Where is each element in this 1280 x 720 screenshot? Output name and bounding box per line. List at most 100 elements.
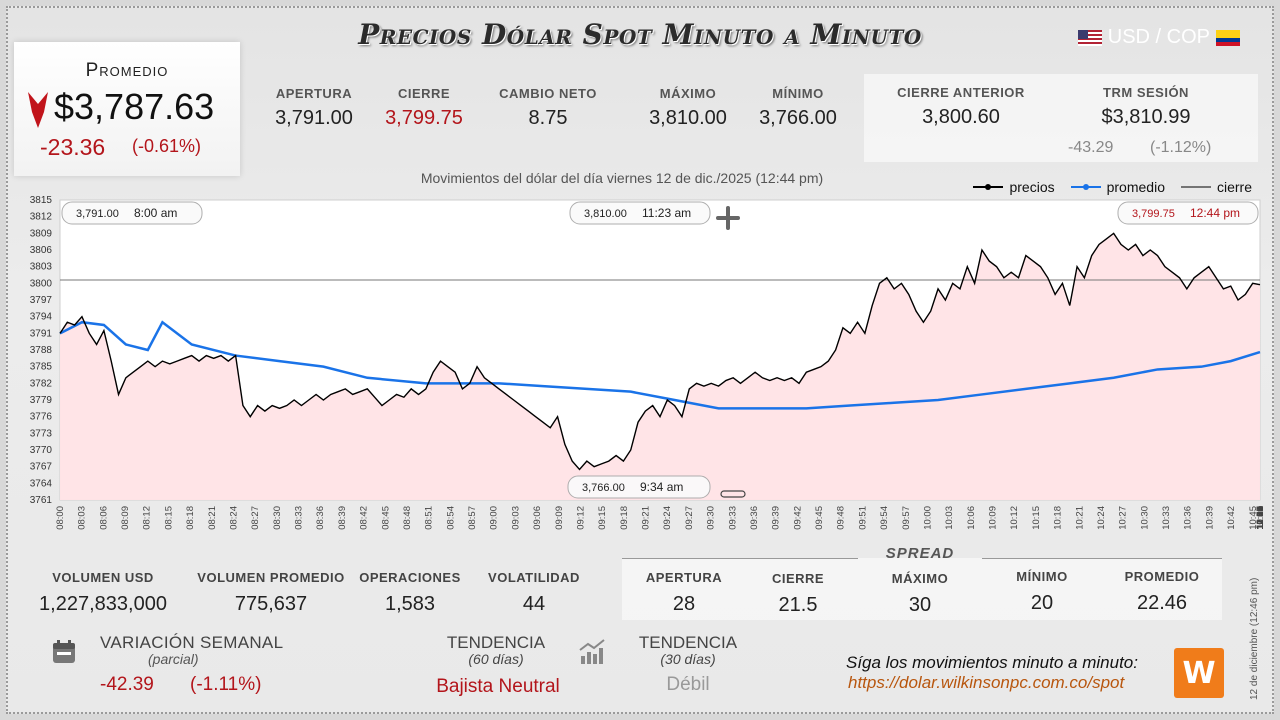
page-title: Precios Dólar Spot Minuto a Minuto [358, 18, 922, 51]
x-tick-label: 12:12 [1255, 506, 1266, 530]
annotation-box [569, 201, 711, 225]
stat-maximo: MÁXIMO 3,810.00 [636, 86, 740, 130]
x-tick-label: 11:12 [1255, 506, 1266, 529]
annotation-time: 8:00 am [134, 206, 177, 220]
stat-trm: TRM SESIÓN $3,810.99 [1066, 85, 1226, 129]
x-tick-label: 08:00 [55, 506, 66, 530]
stat-value: 3,800.60 [922, 106, 1000, 128]
x-tick-label: 10:51 [1255, 506, 1266, 530]
y-tick-label: 3797 [30, 295, 53, 306]
x-tick-label: 11:09 [1255, 506, 1266, 529]
stat-value: 3,799.75 [385, 107, 463, 129]
x-tick-label: 09:51 [857, 506, 868, 530]
y-tick-label: 3809 [30, 228, 53, 239]
x-tick-label: 08:33 [294, 506, 305, 530]
stat-label: MÁXIMO [659, 86, 717, 101]
y-tick-label: 3812 [30, 212, 53, 223]
x-tick-label: 08:39 [337, 506, 348, 530]
x-tick-label: 11:45 [1255, 506, 1266, 529]
x-tick-label: 09:27 [684, 506, 695, 530]
x-tick-label: 10:12 [1009, 506, 1020, 530]
tendencia-30-value: Débil [666, 674, 710, 695]
stat-label: VOLUMEN USD [52, 570, 154, 585]
weekly-variation-value: -42.39 [100, 674, 154, 695]
trend-chart-icon [579, 639, 605, 664]
y-tick-label: 3764 [30, 478, 53, 489]
x-tick-label: 11:03 [1255, 506, 1266, 529]
y-tick-label: 3806 [30, 245, 53, 256]
annotation-box [1117, 201, 1259, 225]
spread-promedio: PROMEDIO 22.46 [1110, 569, 1214, 615]
x-tick-label: 09:09 [554, 506, 565, 530]
annotation-value: 3,791.00 [76, 208, 119, 220]
x-tick-label: 09:30 [706, 506, 717, 530]
spread-cierre: CIERRE 21.5 [746, 571, 850, 617]
stat-label: CAMBIO NETO [499, 86, 597, 101]
x-tick-label: 10:48 [1255, 506, 1266, 530]
tendencia-30-label: TENDENCIA [638, 633, 738, 652]
x-tick-label: 11:54 [1255, 506, 1266, 529]
x-tick-label: 11:39 [1255, 506, 1266, 529]
x-tick-label: 10:09 [988, 506, 999, 530]
x-tick-label: 10:21 [1074, 506, 1085, 530]
y-tick-label: 3794 [30, 312, 53, 323]
price-chart[interactable]: 3761 3764 3767 3770 3773 3776 3779 3782 3785 3788… [0, 190, 1280, 550]
stat-value: 3,810.00 [649, 107, 727, 129]
promo-link[interactable]: https://dolar.wilkinsonpc.com.co/spot [848, 673, 1125, 692]
y-tick-label: 3779 [30, 395, 53, 406]
x-tick-label: 08:12 [142, 506, 153, 530]
x-tick-label: 09:18 [619, 506, 630, 530]
x-tick-label: 10:03 [944, 506, 955, 530]
x-tick-label: 11:48 [1255, 506, 1266, 529]
legend-label: precios [1009, 179, 1055, 195]
legend-promedio[interactable]: promedio [1070, 179, 1165, 195]
x-tick-label: 11:18 [1255, 506, 1266, 529]
previous-close-box [864, 74, 1258, 162]
x-tick-label: 10:00 [922, 506, 933, 530]
x-tick-label: 10:36 [1183, 506, 1194, 530]
spread-apertura: APERTURA 28 [632, 570, 736, 616]
x-tick-label: 12:24 [1255, 506, 1266, 530]
x-tick-label: 10:24 [1096, 506, 1107, 530]
x-tick-label: 12:36 [1255, 506, 1266, 530]
tendencia-60-value: Bajista Neutral [436, 676, 560, 697]
promedio-box: Promedio $3,787.63 -23.36 (-0.61%) [14, 42, 240, 176]
spread-maximo: MÁXIMO 30 [868, 571, 972, 617]
stat-value: 1,227,833,000 [39, 593, 167, 615]
stat-label: MÁXIMO [891, 571, 949, 586]
x-tick-label: 10:30 [1139, 506, 1150, 530]
legend-precios[interactable]: precios [973, 179, 1055, 195]
x-tick-label: 09:45 [814, 506, 825, 530]
wilkinson-logo[interactable]: W [1174, 648, 1224, 698]
crosshair-icon [716, 206, 740, 230]
stat-label: CIERRE ANTERIOR [897, 85, 1025, 100]
stat-value: 8.75 [528, 107, 568, 129]
stat-value: 21.5 [778, 594, 818, 616]
x-tick-label: 08:27 [250, 506, 261, 530]
x-tick-label: 08:15 [163, 506, 174, 530]
annotation-value: 3,766.00 [582, 482, 625, 494]
x-tick-label: 09:54 [879, 506, 890, 530]
x-tick-label: 11:42 [1255, 506, 1266, 529]
x-tick-label: 10:54 [1255, 506, 1266, 530]
stat-volatilidad: VOLATILIDAD 44 [482, 570, 586, 616]
stat-value: 44 [522, 593, 546, 615]
colombia-flag-icon [1216, 29, 1240, 46]
tendencia-30-sub: (30 días) [660, 651, 716, 667]
stat-cambio-neto: CAMBIO NETO 8.75 [492, 86, 604, 130]
x-tick-label: 11:15 [1255, 506, 1266, 529]
pair-label: USD / COP [1107, 26, 1210, 48]
legend-cierre[interactable]: cierre [1180, 179, 1252, 195]
x-tick-label: 09:15 [597, 506, 608, 530]
x-tick-label: 08:09 [120, 506, 131, 530]
stat-label: MÍNIMO [1016, 569, 1068, 584]
stat-value: 1,583 [384, 593, 436, 615]
spread-title: SPREAD [885, 545, 955, 562]
stat-label: VOLATILIDAD [488, 570, 580, 585]
x-tick-label: 09:57 [901, 506, 912, 530]
x-tick-label: 11:51 [1255, 506, 1266, 529]
y-tick-label: 3788 [30, 345, 53, 356]
promedio-change-pct: (-0.61%) [132, 136, 202, 156]
stat-cierre: CIERRE 3,799.75 [372, 86, 476, 130]
x-tick-label: 10:57 [1255, 506, 1266, 530]
